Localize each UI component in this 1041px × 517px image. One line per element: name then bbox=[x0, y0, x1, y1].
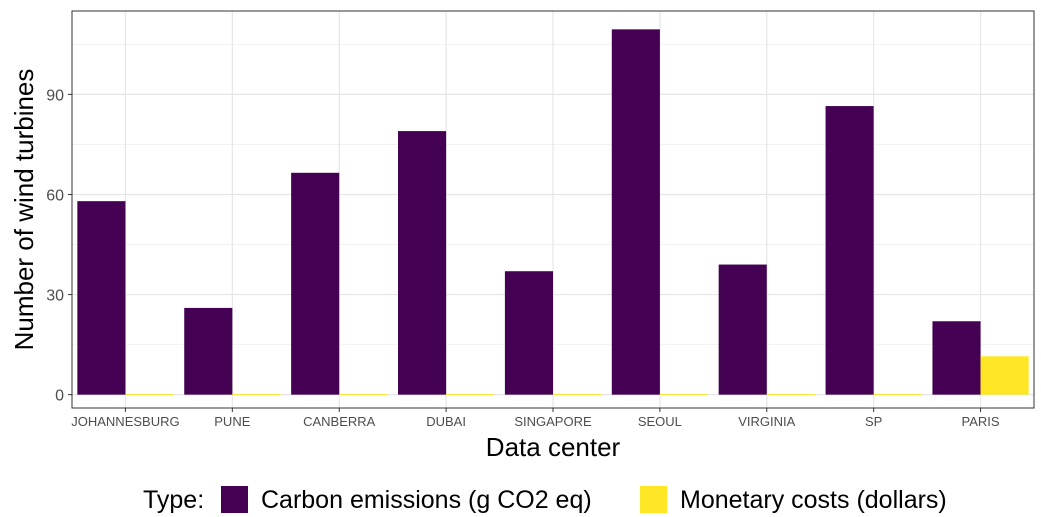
x-tick-label: PARIS bbox=[962, 414, 1000, 429]
x-tick-label: PUNE bbox=[214, 414, 250, 429]
legend-key bbox=[221, 486, 248, 513]
legend-label: Monetary costs (dollars) bbox=[680, 486, 947, 514]
bar bbox=[718, 264, 767, 395]
legend-label: Carbon emissions (g CO2 eq) bbox=[261, 486, 592, 514]
bar bbox=[184, 307, 233, 395]
y-tick-label: 90 bbox=[46, 87, 64, 104]
x-tick-label: SINGAPORE bbox=[514, 414, 592, 429]
y-axis-title: Number of wind turbines bbox=[9, 69, 39, 351]
y-tick-label: 60 bbox=[46, 187, 64, 204]
y-tick-label: 0 bbox=[55, 388, 64, 405]
x-axis: JOHANNESBURG PUNE CANBERRA DUBAI SINGAPORE SE… bbox=[71, 408, 1000, 429]
y-tick-label: 30 bbox=[46, 288, 64, 305]
x-tick-label: SEOUL bbox=[638, 414, 682, 429]
bar bbox=[291, 172, 340, 395]
x-axis-title: Data center bbox=[486, 432, 621, 462]
bar bbox=[611, 29, 660, 395]
bar bbox=[825, 106, 874, 395]
legend-title: Type: bbox=[143, 486, 204, 514]
x-tick-label: SP bbox=[865, 414, 882, 429]
bar bbox=[932, 321, 981, 395]
x-tick-label: CANBERRA bbox=[303, 414, 376, 429]
legend-key bbox=[640, 486, 667, 513]
x-tick-label: JOHANNESBURG bbox=[71, 414, 179, 429]
bars bbox=[77, 29, 1029, 396]
x-tick-label: VIRGINIA bbox=[738, 414, 795, 429]
bar bbox=[504, 271, 553, 395]
bar bbox=[398, 131, 447, 395]
bar bbox=[980, 356, 1029, 395]
y-axis: 0 30 60 90 bbox=[46, 87, 72, 405]
legend: Type: Carbon emissions (g CO2 eq) Monetary… bbox=[143, 486, 947, 514]
x-tick-label: DUBAI bbox=[426, 414, 466, 429]
bar bbox=[77, 201, 126, 395]
